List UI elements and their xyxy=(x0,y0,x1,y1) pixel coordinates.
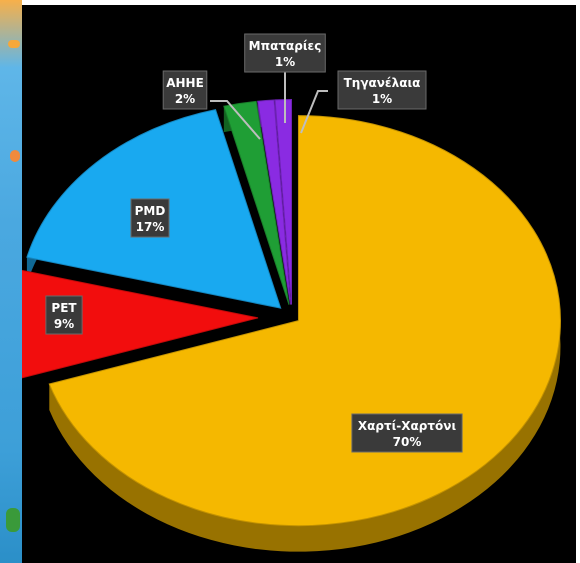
data-label-box xyxy=(130,198,170,238)
slice-value-label: 17% xyxy=(136,220,165,234)
slice-value-label: 70% xyxy=(393,435,422,449)
slice-value-label: 9% xyxy=(54,317,74,331)
slice-category-label: Μπαταρίες xyxy=(249,39,322,53)
slice-category-label: ΑΗΗΕ xyxy=(166,76,204,90)
leader-line xyxy=(300,90,328,134)
slice-value-label: 1% xyxy=(275,55,295,69)
leader-line xyxy=(210,100,261,140)
decorative-shape xyxy=(6,508,20,532)
pie-slice xyxy=(274,99,292,305)
data-label-box xyxy=(45,295,83,335)
slice-category-label: Τηγανέλαια xyxy=(344,76,421,90)
left-background-strip xyxy=(0,0,22,563)
slice-labels: Χαρτί-Χαρτόνι 70% PET 9% PMD 17% ΑΗΗΕ 2% Μπαταρί… xyxy=(45,33,463,453)
pie-chart-panel: Χαρτί-Χαρτόνι 70% PET 9% PMD 17% ΑΗΗΕ 2% Μπαταρί… xyxy=(22,5,576,563)
pie-slice xyxy=(223,100,290,305)
data-label-box xyxy=(351,413,463,453)
leader-lines xyxy=(210,67,328,140)
data-label-box xyxy=(337,70,427,110)
pie-slice xyxy=(257,99,291,305)
slice-category-label: PMD xyxy=(135,204,166,218)
slice-category-label: Χαρτί-Χαρτόνι xyxy=(358,419,457,433)
data-label-box xyxy=(162,70,208,110)
decorative-shape xyxy=(8,40,20,48)
pie-chart: Χαρτί-Χαρτόνι 70% PET 9% PMD 17% ΑΗΗΕ 2% Μπαταρί… xyxy=(22,33,561,552)
slice-value-label: 2% xyxy=(175,92,195,106)
slice-category-label: PET xyxy=(51,301,77,315)
slice-value-label: 1% xyxy=(372,92,392,106)
decorative-shape xyxy=(10,150,20,162)
data-label-box xyxy=(244,33,326,73)
